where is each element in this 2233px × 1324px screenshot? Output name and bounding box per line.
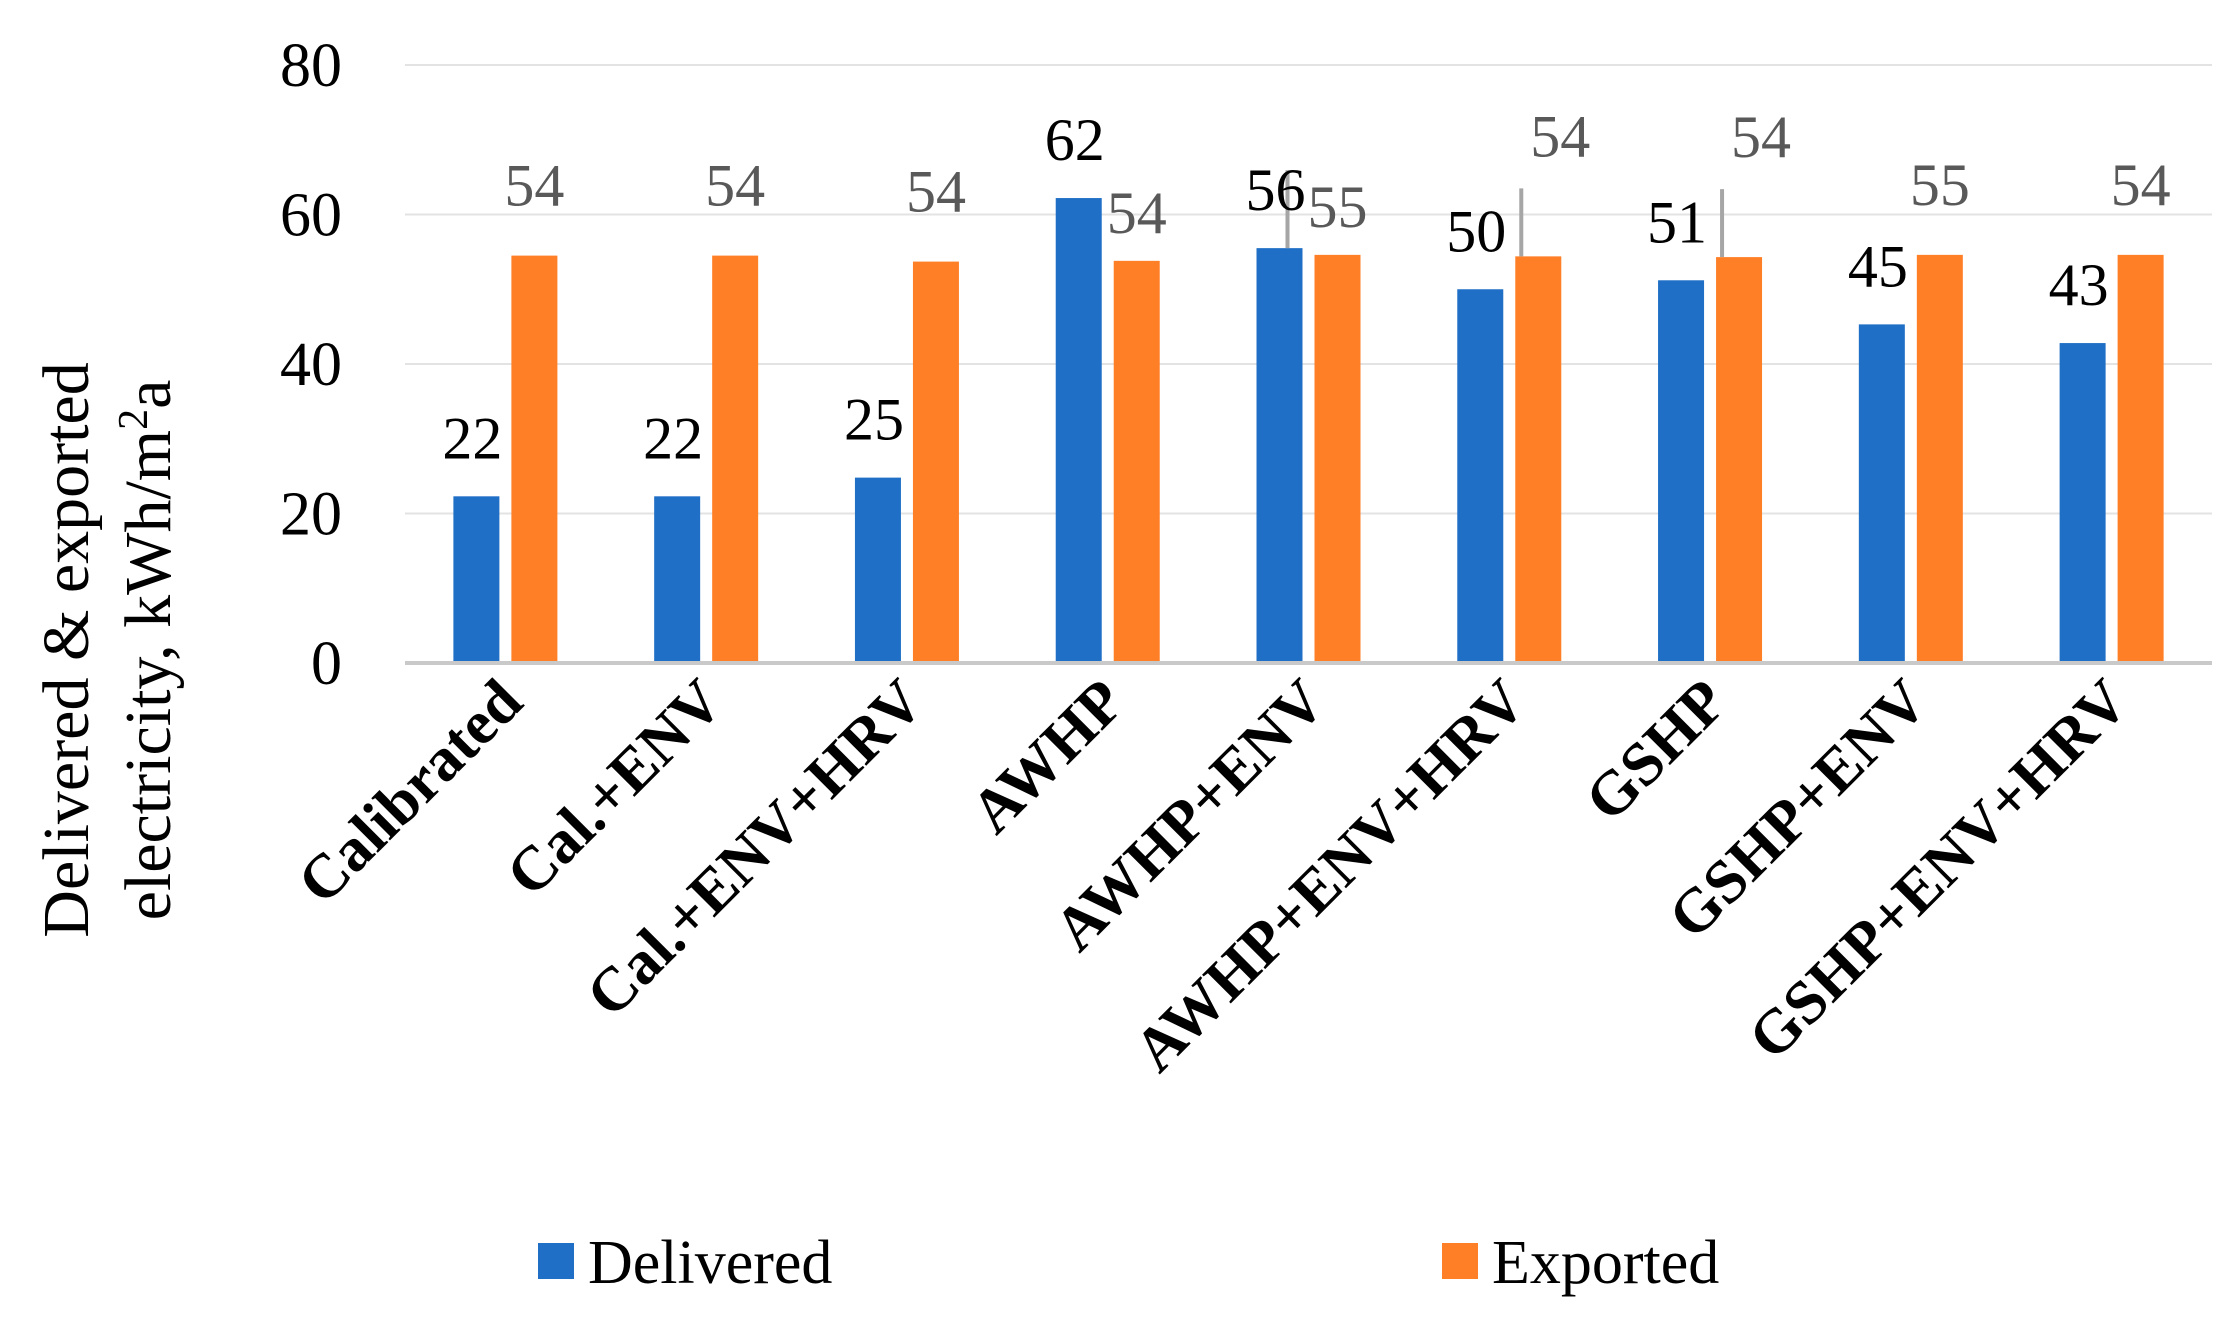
data-label-delivered: 22 bbox=[442, 405, 502, 471]
data-label-exported: 55 bbox=[1308, 174, 1368, 240]
data-label-exported: 55 bbox=[1910, 152, 1970, 218]
bar-exported bbox=[2117, 254, 2164, 664]
y-tick-label: 40 bbox=[280, 331, 342, 399]
data-label-delivered: 56 bbox=[1246, 157, 1306, 223]
data-label-delivered: 25 bbox=[844, 387, 904, 453]
bar-exported bbox=[712, 255, 759, 664]
bar-delivered bbox=[1858, 324, 1905, 663]
data-label-exported: 54 bbox=[2111, 152, 2171, 218]
x-category-label: Cal.+ENV+HRV bbox=[574, 667, 937, 1030]
legend-swatch-exported bbox=[1442, 1243, 1478, 1279]
bar-exported bbox=[1515, 256, 1562, 663]
label-leader-lines bbox=[1285, 170, 1725, 258]
data-label-exported: 54 bbox=[1107, 180, 1167, 246]
bar-delivered bbox=[1457, 289, 1504, 663]
x-category-label: GSHP+ENV+HRV bbox=[1736, 667, 2142, 1073]
x-category-label: AWHP+ENV+HRV bbox=[1121, 667, 1539, 1085]
bar-delivered bbox=[654, 496, 701, 663]
data-label-exported: 54 bbox=[705, 153, 765, 219]
bar-delivered bbox=[2059, 343, 2106, 663]
bar-delivered bbox=[1256, 248, 1303, 663]
gridlines bbox=[405, 64, 2212, 515]
x-category-label: Calibrated bbox=[285, 667, 535, 917]
bar-exported bbox=[1716, 257, 1763, 663]
bar-exported bbox=[1916, 254, 1963, 664]
y-axis-label-line2: electricity, kWh/m2a bbox=[111, 380, 185, 921]
data-label-delivered: 22 bbox=[643, 405, 703, 471]
y-axis-label-line1: Delivered & exported bbox=[30, 362, 103, 937]
bar-delivered bbox=[1055, 198, 1102, 663]
bar-delivered bbox=[1658, 280, 1705, 663]
bar-exported bbox=[511, 255, 558, 664]
y-tick-label: 60 bbox=[280, 182, 342, 250]
x-category-label: GSHP bbox=[1573, 667, 1740, 834]
data-label-exported: 54 bbox=[1731, 104, 1791, 170]
y-tick-label: 80 bbox=[280, 32, 342, 100]
data-label-delivered: 62 bbox=[1045, 107, 1105, 173]
bar-delivered bbox=[453, 496, 500, 663]
data-label-exported: 54 bbox=[1530, 103, 1590, 169]
data-label-delivered: 50 bbox=[1446, 198, 1506, 264]
bar-exported bbox=[1314, 254, 1361, 664]
legend: Delivered Exported bbox=[538, 1229, 1719, 1297]
data-label-delivered: 51 bbox=[1647, 189, 1707, 255]
y-tick-label: 20 bbox=[280, 481, 342, 549]
x-category-label: AWHP bbox=[958, 667, 1138, 847]
data-label-delivered: 43 bbox=[2049, 252, 2109, 318]
bar-delivered bbox=[854, 477, 901, 663]
data-label-exported: 54 bbox=[504, 153, 564, 219]
legend-label-delivered: Delivered bbox=[588, 1229, 832, 1297]
bar-exported bbox=[1113, 260, 1160, 663]
y-axis-tick-labels: 0 20 40 60 80 bbox=[280, 32, 342, 698]
legend-label-exported: Exported bbox=[1492, 1229, 1719, 1297]
bars bbox=[453, 198, 2164, 664]
data-label-delivered: 45 bbox=[1848, 233, 1908, 299]
bar-exported bbox=[912, 261, 959, 663]
legend-swatch-delivered bbox=[538, 1243, 574, 1279]
y-tick-label: 0 bbox=[311, 630, 342, 698]
data-label-exported: 54 bbox=[906, 159, 966, 225]
